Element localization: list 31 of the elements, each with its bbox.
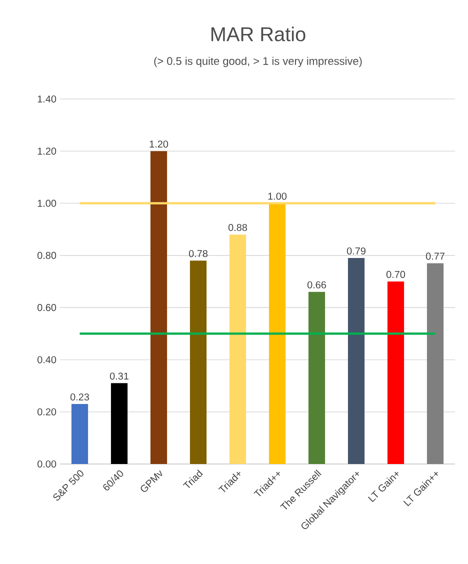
bar [268,203,286,464]
y-tick-label: 1.00 [38,200,56,207]
bar [348,258,365,464]
y-tick-label: 0.00 [37,460,56,468]
bar [71,404,88,464]
bar [110,383,128,464]
y-tick-label: 1.40 [38,95,56,103]
bar [190,260,207,464]
data-label: 0.66 [307,281,326,288]
y-tick-label: 0.60 [37,304,56,312]
data-label: 0.79 [346,247,366,255]
data-label: 0.70 [386,270,406,278]
y-tick-label: 0.20 [37,408,56,416]
bar [229,234,246,464]
bar [426,263,444,464]
chart-subtitle: (> 0.5 is quite good, > 1 is very impressive) [154,56,362,68]
y-tick-label: 1.20 [38,148,56,155]
bar [150,151,168,464]
y-tick-label: 0.80 [37,252,56,259]
data-label: 0.23 [70,393,90,401]
chart-title: MAR Ratio [211,26,306,42]
bar [308,292,326,464]
data-label: 0.31 [110,372,128,380]
data-label: 1.00 [268,192,287,200]
bar [387,282,404,464]
x-tick-label: S&P 500 [53,470,84,501]
data-label: 0.88 [228,224,248,232]
data-label: 1.20 [150,140,168,148]
y-tick-label: 0.40 [37,356,56,364]
data-label: 0.77 [426,252,444,260]
data-label: 0.78 [188,250,208,258]
